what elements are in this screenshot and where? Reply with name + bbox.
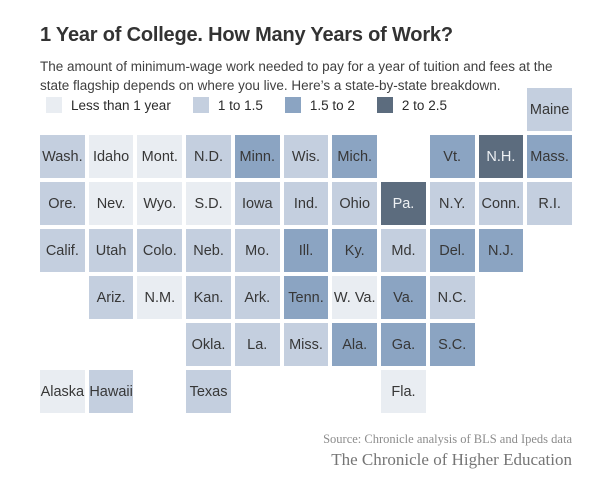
state-tile-wis: Wis. [283,135,329,178]
state-tile-n-m: N.M. [137,276,183,319]
state-tile-tenn: Tenn. [283,276,329,319]
state-tile-la: La. [234,323,280,366]
state-tile-calif: Calif. [40,229,85,272]
state-tile-ga: Ga. [381,323,426,366]
state-tile-ind: Ind. [283,182,329,225]
tile-grid: Maine Wash. Idaho Mont. N.D. Minn. Wis. Mich. Vt… [40,88,572,413]
state-tile-maine: Maine [527,88,572,131]
legend-label: 2 to 2.5 [401,97,447,113]
state-tile-minn: Minn. [234,135,280,178]
state-tile-ky: Ky. [332,229,378,272]
state-tile-s-c: S.C. [429,323,475,366]
state-tile-texas: Texas [186,370,231,413]
state-tile-miss: Miss. [283,323,329,366]
state-tile-utah: Utah [88,229,134,272]
source-note: Source: Chronicle analysis of BLS and Ip… [323,432,572,446]
state-tile-ohio: Ohio [332,182,378,225]
state-tile-del: Del. [429,229,475,272]
state-tile-iowa: Iowa [234,182,280,225]
state-tile-ala: Ala. [332,323,378,366]
state-tile-n-y: N.Y. [429,182,475,225]
legend-item: Less than 1 year [46,97,171,113]
legend-label: Less than 1 year [71,97,171,113]
legend-swatch [192,97,209,113]
state-tile-conn: Conn. [478,182,524,225]
state-tile-mass: Mass. [527,135,572,178]
legend: Less than 1 year 1 to 1.5 1.5 to 2 2 to 2.5 [46,97,469,113]
state-tile-vt: Vt. [429,135,475,178]
state-tile-neb: Neb. [186,229,231,272]
legend-label: 1 to 1.5 [217,97,263,113]
chart-title: 1 Year of College. How Many Years of Wor… [40,24,453,47]
state-tile-pa: Pa. [381,182,426,225]
state-tile-md: Md. [381,229,426,272]
state-tile-fla: Fla. [381,370,426,413]
state-tile-mich: Mich. [332,135,378,178]
state-tile-wyo: Wyo. [137,182,183,225]
legend-swatch [376,97,393,113]
state-tile-r-i: R.I. [527,182,572,225]
legend-label: 1.5 to 2 [309,97,355,113]
state-tile-idaho: Idaho [88,135,134,178]
state-tile-kan: Kan. [186,276,231,319]
legend-swatch [284,97,301,113]
state-tile-nev: Nev. [88,182,134,225]
state-tile-ore: Ore. [40,182,85,225]
state-tile-wash: Wash. [40,135,85,178]
state-tile-n-h: N.H. [478,135,524,178]
state-tile-hawaii: Hawaii [88,370,134,413]
chart-subtitle: The amount of minimum-wage work needed t… [40,58,553,93]
state-tile-mont: Mont. [137,135,183,178]
state-tile-colo: Colo. [137,229,183,272]
legend-item: 1.5 to 2 [284,97,355,113]
publication-credit: The Chronicle of Higher Education [331,450,572,469]
legend-item: 1 to 1.5 [192,97,263,113]
state-tile-alaska: Alaska [40,370,85,413]
state-tile-ark: Ark. [234,276,280,319]
state-tile-ill: Ill. [283,229,329,272]
state-tile-okla: Okla. [186,323,231,366]
state-tile-va: Va. [381,276,426,319]
state-tile-w-va: W. Va. [332,276,378,319]
state-tile-mo: Mo. [234,229,280,272]
state-tile-s-d: S.D. [186,182,231,225]
state-tile-n-d: N.D. [186,135,231,178]
state-tile-ariz: Ariz. [88,276,134,319]
state-tile-n-j: N.J. [478,229,524,272]
legend-item: 2 to 2.5 [376,97,447,113]
state-tile-n-c: N.C. [429,276,475,319]
legend-swatch [46,97,62,113]
